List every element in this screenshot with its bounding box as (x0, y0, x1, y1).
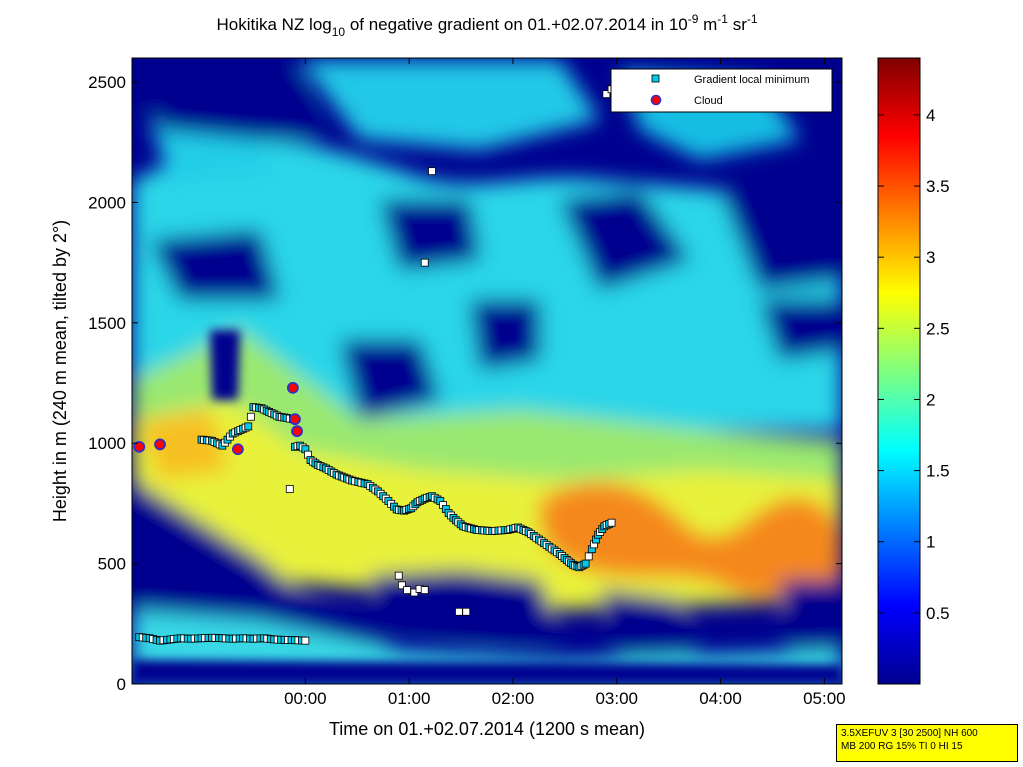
gradient-minimum-marker (244, 422, 253, 431)
x-axis: 00:00 01:00 02:00 03:00 04:00 05:00 (284, 58, 846, 708)
x-tick-label: 05:00 (803, 689, 846, 708)
colorbar-tick-label: 4 (926, 106, 935, 125)
parameter-line-1: 3.5XEFUV 3 [30 2500] NH 600 (841, 728, 978, 739)
cloud-marker (133, 440, 146, 453)
gradient-minimum-marker (607, 518, 616, 527)
legend-gradient-label: Gradient local minimum (694, 74, 810, 86)
y-axis-label: Height in m (240 m mean, tilted by 2°) (50, 220, 70, 522)
cloud-marker (154, 438, 166, 451)
gradient-minimum-marker (403, 586, 411, 594)
gradient-minimum-marker (394, 571, 403, 580)
x-tick-label: 02:00 (492, 689, 535, 708)
legend-cloud-symbol (650, 94, 662, 106)
y-tick-label: 2000 (88, 193, 126, 212)
legend: Gradient local minimum Cloud (610, 68, 833, 113)
y-tick-label: 0 (117, 675, 126, 694)
x-axis-label: Time on 01.+02.07.2014 (1200 s mean) (329, 719, 645, 739)
colorbar-tick-label: 1 (926, 533, 935, 552)
colorbar-ticks: 0.5 1 1.5 2 2.5 3 3.5 4 (878, 106, 950, 623)
legend-square-symbol (651, 74, 660, 83)
data-markers (133, 85, 616, 645)
parameter-line-2: MB 200 RG 15% TI 0 HI 15 (841, 741, 963, 752)
gradient-minimum-marker (581, 559, 590, 568)
gradient-minimum-marker (301, 636, 310, 645)
gradient-minimum-marker (462, 607, 471, 616)
colorbar-tick-label: 3.5 (926, 177, 950, 196)
parameter-box: 3.5XEFUV 3 [30 2500] NH 600 MB 200 RG 15… (836, 724, 1018, 762)
gradient-minimum-marker (428, 167, 436, 176)
chart-title: Hokitika NZ log10 of negative gradient o… (216, 12, 757, 39)
gradient-minimum-marker (397, 581, 406, 590)
y-tick-label: 1500 (88, 314, 126, 333)
gradient-minimum-marker (455, 607, 463, 616)
x-tick-label: 04:00 (699, 689, 742, 708)
cloud-marker (286, 381, 299, 394)
colorbar-tick-label: 0.5 (926, 604, 950, 623)
y-tick-label: 1000 (88, 434, 126, 453)
plot-frame (131, 57, 843, 685)
gradient-minimum-marker (420, 258, 429, 267)
colorbar-tick-label: 2 (926, 390, 935, 409)
cloud-marker (231, 443, 244, 456)
gradient-minimum-marker (246, 412, 255, 421)
gradient-minimum-marker (285, 485, 294, 493)
legend-box (610, 68, 833, 113)
colorbar (877, 57, 921, 685)
gradient-minimum-marker (420, 586, 429, 594)
y-tick-label: 2500 (88, 73, 126, 92)
gradient-minimum-marker (584, 552, 593, 561)
y-tick-label: 500 (98, 555, 126, 574)
y-axis: 0 500 1000 1500 2000 2500 (88, 73, 842, 694)
gradient-minimum-marker (602, 90, 611, 99)
legend-cloud-label: Cloud (694, 95, 723, 107)
x-tick-label: 03:00 (595, 689, 638, 708)
colorbar-tick-label: 1.5 (926, 462, 950, 481)
colorbar-tick-label: 3 (926, 248, 935, 267)
colorbar-tick-label: 2.5 (926, 319, 950, 338)
x-tick-label: 00:00 (284, 689, 327, 708)
x-tick-label: 01:00 (388, 689, 431, 708)
cloud-marker (289, 413, 301, 426)
heatmap-area (132, 58, 842, 684)
cloud-marker (291, 425, 303, 438)
